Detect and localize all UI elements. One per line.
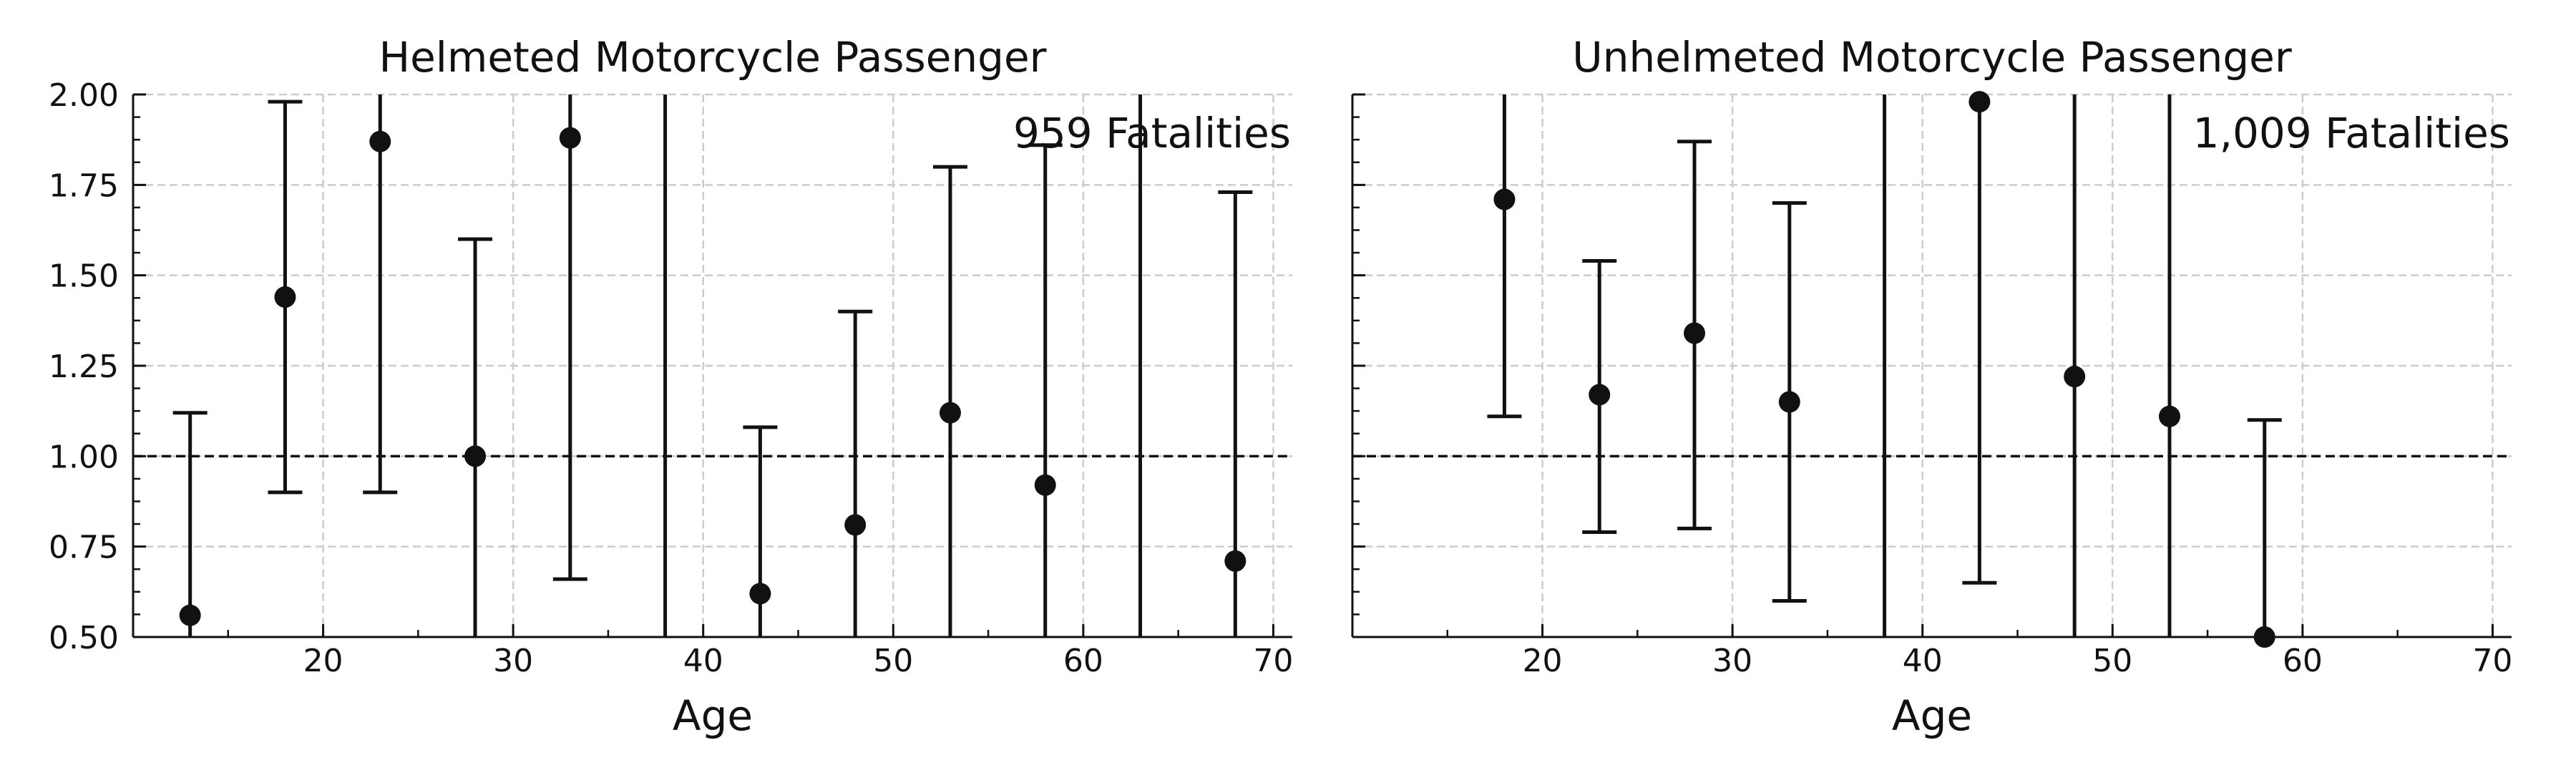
data-point xyxy=(1034,474,1056,496)
panel-title: Helmeted Motorcycle Passenger xyxy=(379,33,1046,82)
x-tick-label: 30 xyxy=(1712,643,1752,679)
fatalities-annotation: 1,009 Fatalities xyxy=(2193,109,2510,157)
data-point xyxy=(179,604,201,626)
data-point xyxy=(2064,366,2086,388)
y-tick-label: 1.75 xyxy=(49,167,119,204)
x-axis-label: Age xyxy=(673,691,753,740)
data-point xyxy=(939,402,961,424)
x-tick-label: 50 xyxy=(2092,643,2132,679)
panel-helmeted: 20 30 40 50 60 70 0.50 0.75 1.00 1.25 1.50 1.75 2.00… xyxy=(49,33,1293,740)
fatalities-annotation: 959 Fatalities xyxy=(1013,109,1291,157)
x-tick-label: 70 xyxy=(2472,643,2512,679)
data-point xyxy=(1589,384,1611,406)
x-tick-label: 20 xyxy=(303,643,343,679)
x-tick-label: 40 xyxy=(683,643,723,679)
x-tick-label: 30 xyxy=(493,643,533,679)
panel-unhelmeted: 20 30 40 50 60 70 Unhelmeted Motorcycle Passen… xyxy=(1351,33,2512,740)
data-point xyxy=(1224,550,1246,572)
data-point xyxy=(559,127,581,149)
panel-title: Unhelmeted Motorcycle Passenger xyxy=(1572,33,2292,82)
data-point xyxy=(844,514,867,536)
y-tick-label: 1.25 xyxy=(49,349,119,385)
data-point xyxy=(2158,405,2180,427)
y-tick-label: 0.50 xyxy=(49,620,119,656)
data-point xyxy=(1968,91,1991,113)
y-tick-label: 0.75 xyxy=(49,530,119,566)
x-tick-label: 40 xyxy=(1903,643,1943,679)
x-tick-label: 60 xyxy=(2283,643,2323,679)
data-point xyxy=(369,130,391,152)
data-point xyxy=(749,583,771,605)
y-tick-label: 1.50 xyxy=(49,258,119,295)
y-tick-label: 2.00 xyxy=(49,77,119,114)
x-tick-label: 70 xyxy=(1253,643,1293,679)
data-point xyxy=(1778,391,1800,413)
x-tick-label: 50 xyxy=(873,643,913,679)
x-tick-label: 20 xyxy=(1523,643,1563,679)
data-point xyxy=(464,445,487,467)
data-point xyxy=(1493,188,1516,210)
data-point xyxy=(274,286,296,308)
x-tick-label: 60 xyxy=(1063,643,1103,679)
y-tick-label: 1.00 xyxy=(49,439,119,475)
data-point xyxy=(1684,322,1706,344)
x-axis-label: Age xyxy=(1892,691,1972,740)
